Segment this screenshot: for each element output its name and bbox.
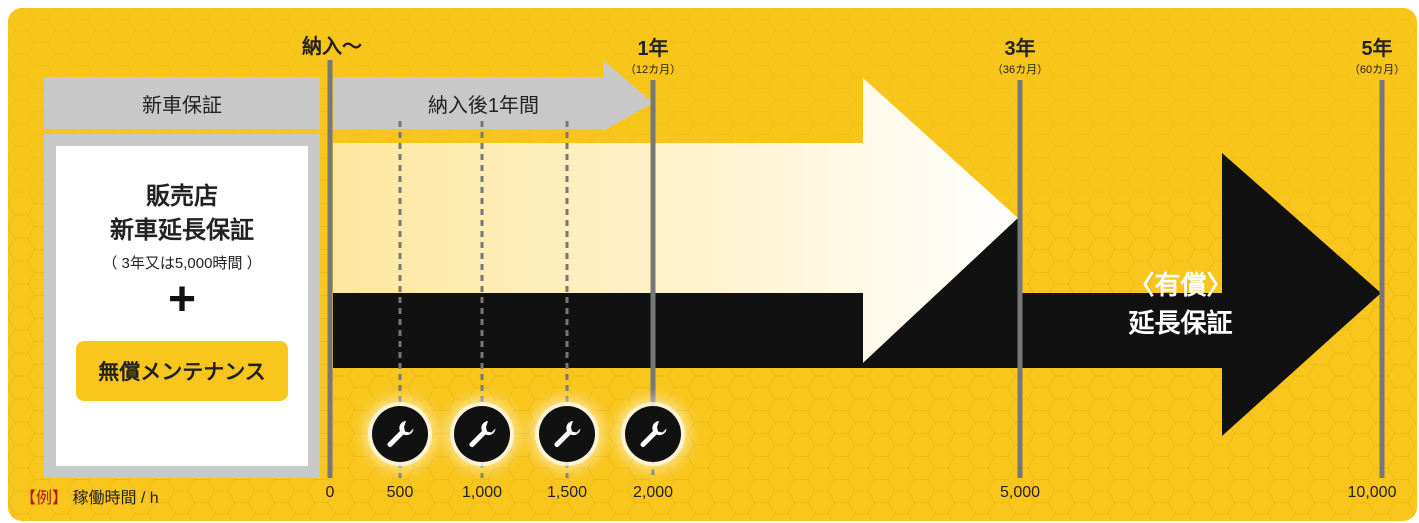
new-car-warranty-label: 新車保証: [44, 77, 320, 129]
hour-tick-label: 1,500: [546, 484, 588, 501]
milestone-label: 3年: [1004, 38, 1036, 60]
wrench-icon: [625, 406, 681, 462]
hour-tick-label: 0: [325, 484, 335, 501]
hour-tick-label: 5,000: [999, 484, 1041, 501]
free-maintenance-badge: 無償メンテナンス: [76, 341, 288, 401]
paid-extension-band: [333, 218, 1018, 368]
dealer-warranty-title-line2: 新車延長保証: [110, 217, 254, 244]
milestone-1year: 1年 （12カ月）: [613, 32, 693, 77]
paid-extension-text: 〈有償〉 延長保証: [1088, 266, 1273, 342]
dealer-warranty-condition: （ 3年又は5,000時間 ）: [102, 255, 262, 272]
dealer-warranty-title-line1: 販売店: [146, 183, 218, 210]
dealer-warranty-arrow: [333, 78, 1018, 363]
new-car-warranty-period: 納入後1年間: [427, 94, 540, 117]
plus-icon: +: [167, 273, 197, 326]
warranty-arrows: [327, 60, 1385, 478]
milestone-label: 5年: [1361, 38, 1393, 60]
milestone-sub: （60カ月）: [1348, 64, 1406, 76]
wrench-icon: [539, 406, 595, 462]
milestone-3year: 3年 （36カ月）: [980, 32, 1060, 77]
wrench-icon: [454, 406, 510, 462]
timeline-start-label: 納入〜: [302, 36, 362, 58]
warranty-diagram: 納入〜 1年 （12カ月） 3年 （36カ月） 5年 （60カ月） 新車保証 納…: [8, 8, 1417, 521]
milestone-sub: （36カ月）: [991, 64, 1049, 76]
hour-tick-label: 10,000: [1347, 484, 1397, 501]
paid-extension-line1: 〈有償〉: [1128, 270, 1233, 300]
milestone-sub: （12カ月）: [624, 64, 682, 76]
milestone-5year: 5年 （60カ月）: [1339, 32, 1415, 77]
hours-caption-example: 【例】: [20, 490, 69, 507]
paid-extension-line2: 延長保証: [1128, 308, 1233, 338]
hour-tick-label: 1,000: [461, 484, 503, 501]
wrench-icon: [372, 406, 428, 462]
milestone-label: 1年: [637, 38, 669, 60]
hours-caption-text: 稼働時間 / h: [72, 490, 159, 507]
hour-tick-label: 2,000: [632, 484, 674, 501]
dealer-warranty-box: 販売店 新車延長保証 （ 3年又は5,000時間 ） + 無償メンテナンス: [56, 146, 308, 466]
hours-caption: 【例】 稼働時間 / h: [20, 484, 159, 508]
new-car-warranty-arrow: [333, 60, 653, 131]
hour-tick-label: 500: [386, 484, 414, 501]
